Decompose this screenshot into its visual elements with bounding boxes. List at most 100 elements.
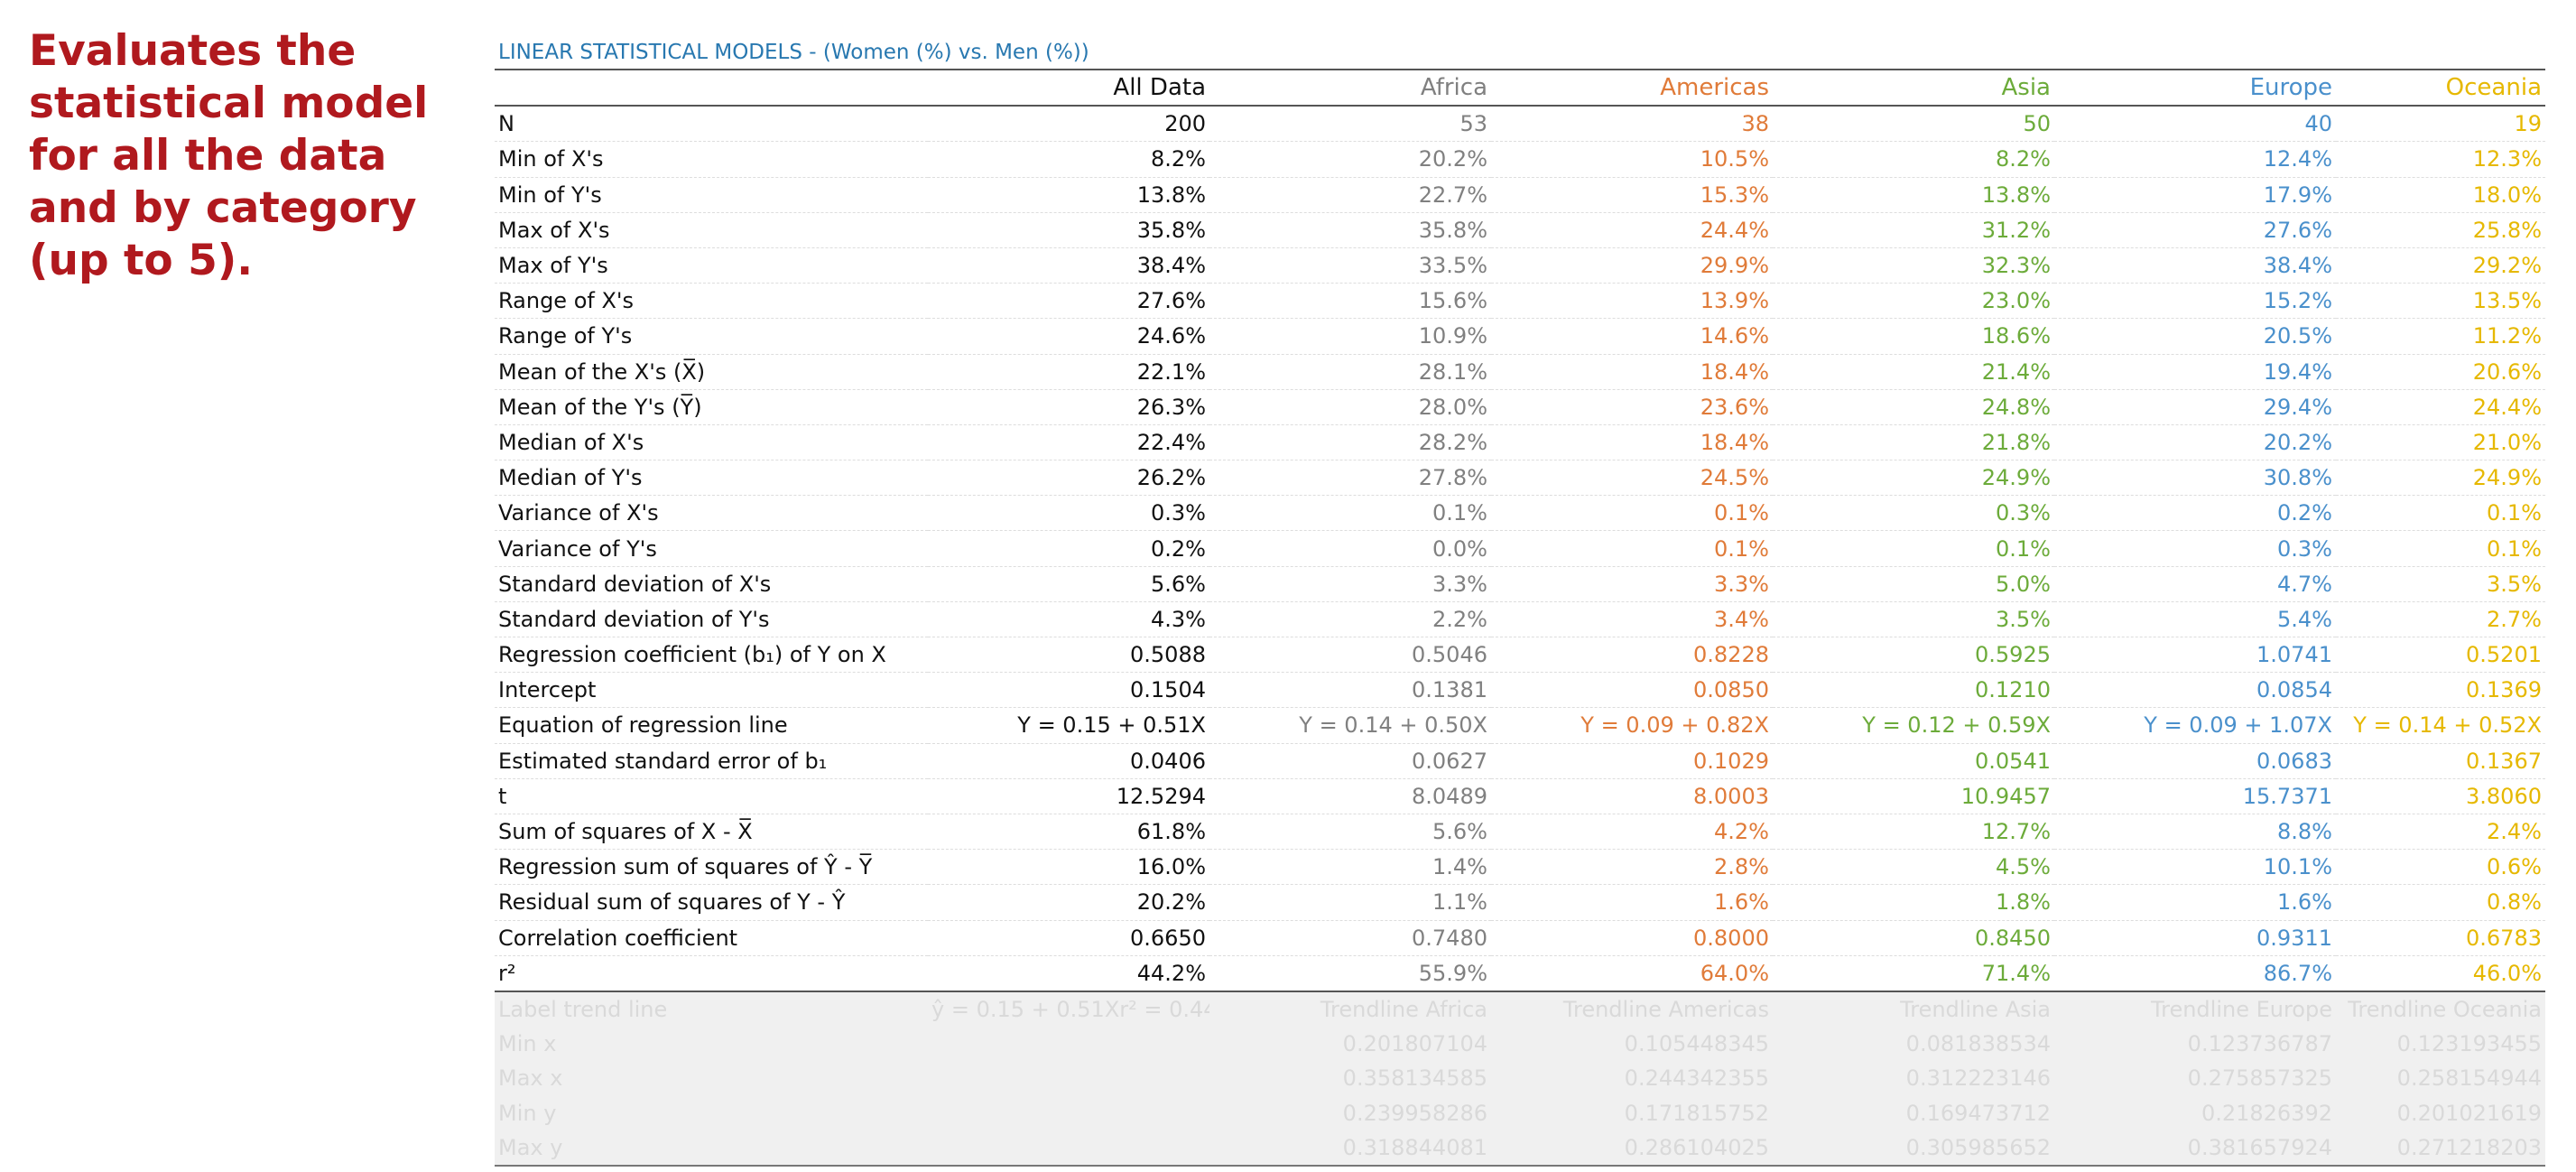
value-cell — [928, 1130, 1209, 1167]
value-cell: 24.8% — [1773, 389, 2054, 425]
value-cell: 0.0627 — [1209, 743, 1491, 779]
value-cell: Trendline Europe — [2054, 991, 2336, 1028]
header-row: All Data Africa Americas Asia Europe Oce… — [495, 70, 2545, 107]
helper-row: Label trend line ŷ = 0.15 + 0.51Xr² = 0.4… — [495, 991, 2545, 1028]
stat-row: Median of Y's 26.2% 27.8% 24.5% 24.9% 30.8% 24… — [495, 460, 2545, 497]
value-cell: 0.1% — [2336, 495, 2545, 532]
value-cell: 33.5% — [1209, 247, 1491, 284]
value-cell: 1.6% — [1491, 884, 1773, 921]
header-europe: Europe — [2054, 70, 2336, 107]
row-label: Standard deviation of Y's — [495, 601, 928, 638]
value-cell: 0.8000 — [1491, 920, 1773, 956]
row-label: Max y — [495, 1130, 928, 1167]
stat-row: Min of X's 8.2% 20.2% 10.5% 8.2% 12.4% 12.3% — [495, 141, 2545, 178]
value-cell: 0.271218203 — [2336, 1130, 2545, 1167]
value-cell: 16.0% — [928, 849, 1209, 886]
value-cell: 53 — [1209, 106, 1491, 143]
value-cell: 24.4% — [1491, 212, 1773, 248]
row-label: Correlation coefficient — [495, 920, 928, 956]
value-cell: 4.7% — [2054, 566, 2336, 602]
value-cell: 3.3% — [1491, 566, 1773, 602]
value-cell: 19.4% — [2054, 354, 2336, 390]
value-cell: 0.275857325 — [2054, 1061, 2336, 1096]
stats-table: All Data Africa Americas Asia Europe Oce… — [495, 70, 2545, 1167]
value-cell: 0.1% — [2336, 530, 2545, 567]
value-cell: 8.2% — [1773, 141, 2054, 178]
side-note: Evaluates the statistical model for all … — [29, 26, 429, 285]
row-label: Variance of Y's — [495, 530, 928, 567]
row-label: Estimated standard error of b₁ — [495, 743, 928, 779]
value-cell: 3.4% — [1491, 601, 1773, 638]
value-cell: 86.7% — [2054, 955, 2336, 992]
value-cell: 2.7% — [2336, 601, 2545, 638]
row-label: Min x — [495, 1027, 928, 1062]
value-cell: 44.2% — [928, 955, 1209, 992]
stat-row: Variance of Y's 0.2% 0.0% 0.1% 0.1% 0.3% 0.1% — [495, 530, 2545, 567]
stat-row: Correlation coefficient 0.6650 0.7480 0.800… — [495, 920, 2545, 956]
stat-row: Range of X's 27.6% 15.6% 13.9% 23.0% 15.2% 13.… — [495, 283, 2545, 320]
value-cell: 12.4% — [2054, 141, 2336, 178]
value-cell: 0.5046 — [1209, 637, 1491, 674]
stat-row: Standard deviation of Y's 4.3% 2.2% 3.4% 3.5… — [495, 601, 2545, 638]
value-cell: 30.8% — [2054, 460, 2336, 497]
value-cell: 10.1% — [2054, 849, 2336, 886]
value-cell: 21.0% — [2336, 424, 2545, 461]
value-cell: 20.5% — [2054, 318, 2336, 355]
value-cell: 17.9% — [2054, 177, 2336, 213]
stat-row: Sum of squares of X - X̅ 61.8% 5.6% 4.2% 12.… — [495, 814, 2545, 851]
value-cell: 4.3% — [928, 601, 1209, 638]
value-cell: 0.081838534 — [1773, 1027, 2054, 1062]
value-cell: 64.0% — [1491, 955, 1773, 992]
stat-row: Max of Y's 38.4% 33.5% 29.9% 32.3% 38.4% 29.2% — [495, 247, 2545, 284]
value-cell: 23.0% — [1773, 283, 2054, 320]
value-cell: 21.4% — [1773, 354, 2054, 390]
stat-row: Mean of the Y's (Y̅) 26.3% 28.0% 23.6% 24.8%… — [495, 389, 2545, 425]
row-label: Max x — [495, 1061, 928, 1096]
value-cell: 35.8% — [1209, 212, 1491, 248]
value-cell: 0.6650 — [928, 920, 1209, 956]
trendline-helper-body: Label trend line ŷ = 0.15 + 0.51Xr² = 0.4… — [495, 991, 2545, 1167]
value-cell: 0.239958286 — [1209, 1095, 1491, 1130]
header-asia: Asia — [1773, 70, 2054, 107]
row-label: r² — [495, 955, 928, 992]
value-cell: 11.2% — [2336, 318, 2545, 355]
value-cell: 25.8% — [2336, 212, 2545, 248]
value-cell: 0.0854 — [2054, 672, 2336, 709]
value-cell: 50 — [1773, 106, 2054, 143]
value-cell: 27.6% — [928, 283, 1209, 320]
value-cell: 26.3% — [928, 389, 1209, 425]
row-label: Median of Y's — [495, 460, 928, 497]
header-oceania: Oceania — [2336, 70, 2545, 107]
value-cell: 200 — [928, 106, 1209, 143]
row-label: Label trend line — [495, 991, 928, 1028]
value-cell: 15.6% — [1209, 283, 1491, 320]
value-cell: 10.9457 — [1773, 778, 2054, 814]
row-label: Sum of squares of X - X̅ — [495, 814, 928, 851]
value-cell: 0.7480 — [1209, 920, 1491, 956]
row-label: Min of X's — [495, 141, 928, 178]
value-cell: 0.0% — [1209, 530, 1491, 567]
value-cell: 3.5% — [1773, 601, 2054, 638]
stat-row: Median of X's 22.4% 28.2% 18.4% 21.8% 20.2% 21… — [495, 424, 2545, 461]
table-title: LINEAR STATISTICAL MODELS - (Women (%) v… — [495, 36, 2545, 70]
value-cell: 10.5% — [1491, 141, 1773, 178]
value-cell: 40 — [2054, 106, 2336, 143]
value-cell: 0.1% — [1491, 530, 1773, 567]
value-cell: 8.2% — [928, 141, 1209, 178]
value-cell: 31.2% — [1773, 212, 2054, 248]
value-cell: 0.8% — [2336, 884, 2545, 921]
value-cell: Trendline Americas — [1491, 991, 1773, 1028]
value-cell: 0.1029 — [1491, 743, 1773, 779]
stat-row: r² 44.2% 55.9% 64.0% 71.4% 86.7% 46.0% — [495, 955, 2545, 992]
value-cell — [928, 1095, 1209, 1130]
value-cell: 0.286104025 — [1491, 1130, 1773, 1167]
value-cell: 1.1% — [1209, 884, 1491, 921]
value-cell: 38 — [1491, 106, 1773, 143]
row-label: Max of Y's — [495, 247, 928, 284]
stat-row: Intercept 0.1504 0.1381 0.0850 0.1210 0.0854 0… — [495, 672, 2545, 709]
value-cell: Trendline Oceania — [2336, 991, 2545, 1028]
value-cell: 13.8% — [1773, 177, 2054, 213]
value-cell: 5.0% — [1773, 566, 2054, 602]
value-cell: 19 — [2336, 106, 2545, 143]
helper-row: Max y 0.318844081 0.286104025 0.305985652 0.… — [495, 1130, 2545, 1167]
